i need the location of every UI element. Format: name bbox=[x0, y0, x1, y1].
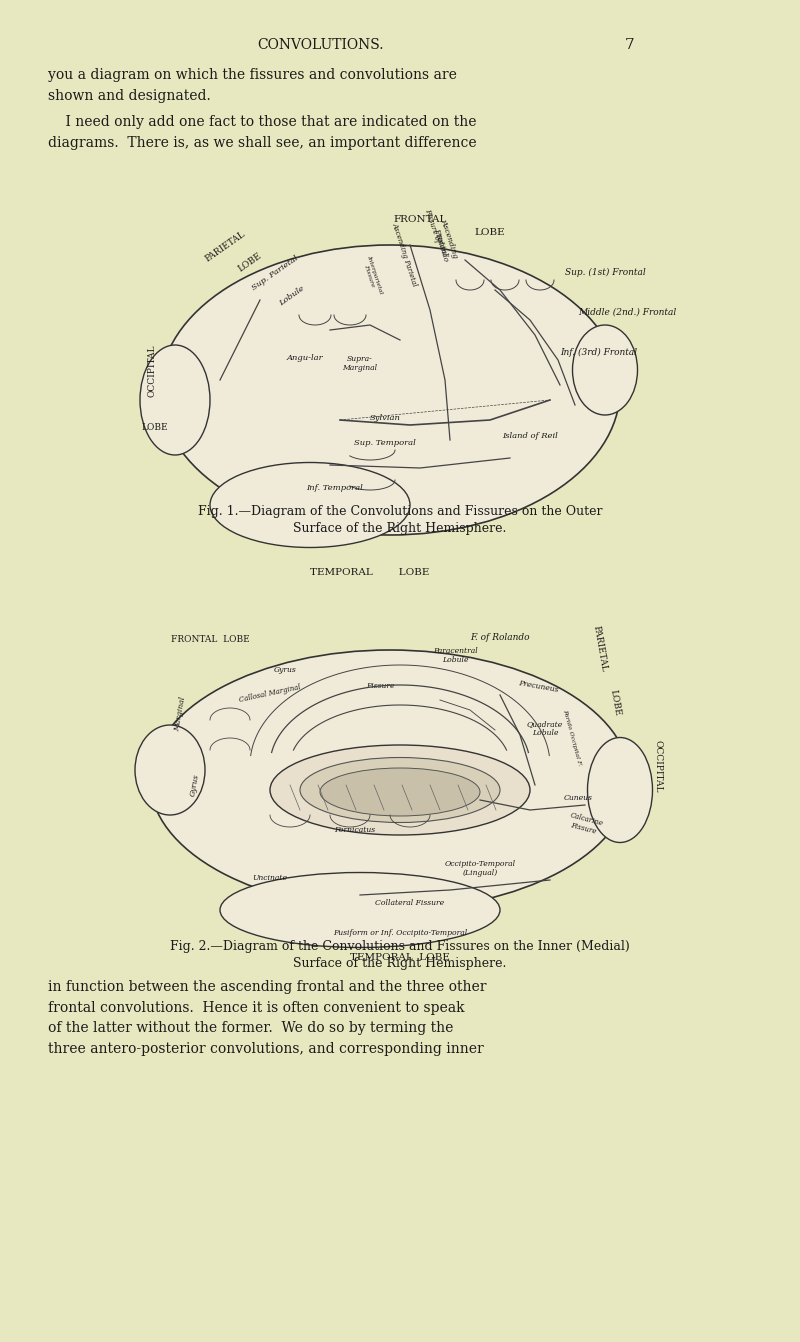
Text: FRONTAL: FRONTAL bbox=[394, 215, 446, 224]
Text: TEMPORAL        LOBE: TEMPORAL LOBE bbox=[310, 568, 430, 577]
Text: Calcarine
Fissure: Calcarine Fissure bbox=[566, 812, 604, 837]
Ellipse shape bbox=[320, 768, 480, 816]
Text: Sup. (1st) Frontal: Sup. (1st) Frontal bbox=[565, 268, 646, 276]
Text: Occipito-Temporal
(Lingual): Occipito-Temporal (Lingual) bbox=[445, 860, 515, 878]
Text: TEMPORAL  LOBE: TEMPORAL LOBE bbox=[350, 953, 450, 962]
Text: Callosal Marginal: Callosal Marginal bbox=[238, 683, 302, 705]
Ellipse shape bbox=[587, 738, 653, 843]
Text: OCCIPITAL: OCCIPITAL bbox=[654, 739, 662, 792]
Text: CONVOLUTIONS.: CONVOLUTIONS. bbox=[257, 38, 383, 52]
Text: Sup. Temporal: Sup. Temporal bbox=[354, 439, 416, 447]
Text: LOBE: LOBE bbox=[608, 690, 622, 717]
Text: Surface of the Right Hemisphere.: Surface of the Right Hemisphere. bbox=[294, 522, 506, 535]
Ellipse shape bbox=[573, 325, 638, 415]
Text: Precuneus: Precuneus bbox=[518, 679, 558, 694]
Text: Interparietal
Fissure: Interparietal Fissure bbox=[361, 254, 383, 297]
Text: 7: 7 bbox=[625, 38, 635, 52]
Ellipse shape bbox=[220, 872, 500, 947]
Ellipse shape bbox=[210, 463, 410, 548]
Text: Quadrate
Lobule: Quadrate Lobule bbox=[527, 719, 563, 737]
Text: Island of Reil: Island of Reil bbox=[502, 432, 558, 440]
Text: F. of Rolando: F. of Rolando bbox=[470, 633, 530, 641]
Text: Fornicatus: Fornicatus bbox=[334, 825, 375, 833]
Text: OCCIPITAL: OCCIPITAL bbox=[147, 345, 157, 397]
Text: PARIETAL: PARIETAL bbox=[203, 229, 246, 264]
Ellipse shape bbox=[135, 725, 205, 815]
Text: Gyrus: Gyrus bbox=[274, 666, 296, 674]
Text: I need only add one fact to those that are indicated on the
diagrams.  There is,: I need only add one fact to those that a… bbox=[48, 115, 477, 149]
Text: Marginal: Marginal bbox=[173, 696, 187, 731]
Text: LOBE: LOBE bbox=[474, 228, 506, 238]
Text: Inf. (3rd) Frontal: Inf. (3rd) Frontal bbox=[560, 348, 637, 357]
Text: Parido Occipital F.: Parido Occipital F. bbox=[562, 709, 582, 766]
Text: you a diagram on which the fissures and convolutions are
shown and designated.: you a diagram on which the fissures and … bbox=[48, 68, 457, 102]
Text: Gyrus: Gyrus bbox=[189, 773, 201, 797]
Text: PARIETAL: PARIETAL bbox=[591, 624, 609, 672]
Text: Inf. Temporal: Inf. Temporal bbox=[306, 484, 363, 493]
Ellipse shape bbox=[150, 650, 630, 910]
Text: Paracentral
Lobule: Paracentral Lobule bbox=[433, 647, 478, 664]
Text: LOBE: LOBE bbox=[237, 251, 263, 274]
Text: Fig. 1.—Diagram of the Convolutions and Fissures on the Outer: Fig. 1.—Diagram of the Convolutions and … bbox=[198, 505, 602, 518]
Text: Sup. Parietal: Sup. Parietal bbox=[250, 254, 300, 293]
Text: LOBE: LOBE bbox=[142, 423, 168, 432]
Text: Middle (2nd.) Frontal: Middle (2nd.) Frontal bbox=[578, 309, 676, 317]
Ellipse shape bbox=[160, 246, 620, 535]
Text: Fissure of: Fissure of bbox=[422, 208, 442, 244]
Text: Rolando: Rolando bbox=[434, 232, 450, 262]
Text: Fusiform or Inf. Occipito-Temporal: Fusiform or Inf. Occipito-Temporal bbox=[333, 929, 467, 937]
Text: in function between the ascending frontal and the three other
frontal convolutio: in function between the ascending fronta… bbox=[48, 980, 486, 1056]
Text: Lobule: Lobule bbox=[278, 285, 306, 309]
Ellipse shape bbox=[140, 345, 210, 455]
Text: Collateral Fissure: Collateral Fissure bbox=[375, 899, 445, 907]
Text: Angu-lar: Angu-lar bbox=[286, 354, 323, 362]
Text: Ascending Parietal: Ascending Parietal bbox=[391, 221, 419, 287]
Text: Cuneus: Cuneus bbox=[563, 794, 593, 803]
Ellipse shape bbox=[300, 757, 500, 823]
Text: Surface of the Right Hemisphere.: Surface of the Right Hemisphere. bbox=[294, 957, 506, 970]
Text: Ascending
Frontal: Ascending Frontal bbox=[430, 219, 459, 262]
Text: Sylvian: Sylvian bbox=[370, 413, 401, 421]
Text: Fig. 2.—Diagram of the Convolutions and Fissures on the Inner (Medial): Fig. 2.—Diagram of the Convolutions and … bbox=[170, 939, 630, 953]
Ellipse shape bbox=[270, 745, 530, 835]
Text: FRONTAL  LOBE: FRONTAL LOBE bbox=[170, 635, 250, 644]
Text: Supra-
Marginal: Supra- Marginal bbox=[342, 354, 378, 372]
Text: Fissure: Fissure bbox=[366, 682, 394, 690]
Text: CORPUS  CALLOSUM: CORPUS CALLOSUM bbox=[334, 790, 436, 800]
Text: Uncinate: Uncinate bbox=[253, 874, 287, 882]
